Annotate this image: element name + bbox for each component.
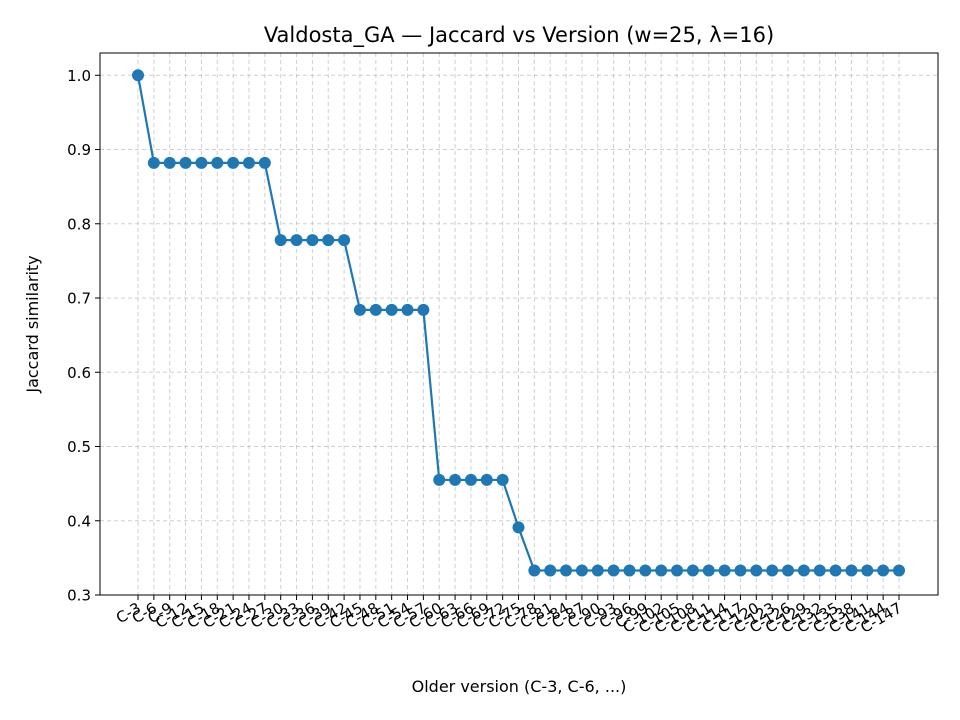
data-point [544,564,557,577]
series-line-group [132,69,905,577]
data-point [211,156,224,169]
data-point [163,156,176,169]
chart-title: Valdosta_GA — Jaccard vs Version (w=25, … [264,23,774,48]
data-point [433,473,446,486]
data-point [797,564,810,577]
y-axis: 0.3 0.4 0.5 0.6 0.7 0.8 0.9 1.0 [67,67,100,605]
data-point [242,156,255,169]
data-point [401,303,414,316]
data-point [417,303,430,316]
data-point [607,564,620,577]
data-point [464,473,477,486]
data-point [734,564,747,577]
data-point [369,303,382,316]
data-point [528,564,541,577]
data-point [877,564,890,577]
data-point [591,564,604,577]
y-tick-label: 0.9 [67,141,91,159]
y-tick-label: 0.6 [67,364,91,382]
data-point [623,564,636,577]
data-point [639,564,652,577]
data-point [560,564,573,577]
data-point [290,234,303,247]
data-point [338,234,351,247]
data-point [782,564,795,577]
data-point [575,564,588,577]
data-point [702,564,715,577]
data-point [195,156,208,169]
data-point [132,69,144,82]
data-point [655,564,668,577]
data-point [480,473,493,486]
data-point [512,521,525,534]
grid-lines [100,53,938,596]
y-tick-label: 0.7 [67,290,91,308]
data-point [861,564,874,577]
data-point [750,564,763,577]
data-point [353,303,366,316]
x-axis: C-3C-6C-9C-12C-15C-18C-21C-24C-27C-30C-3… [113,595,905,637]
data-point [829,564,842,577]
y-tick-label: 0.8 [67,215,91,233]
data-point [449,473,462,486]
data-point [147,156,160,169]
y-axis-title: Jaccard similarity [23,255,42,393]
data-point [385,303,398,316]
y-tick-label: 0.4 [67,512,91,530]
data-point [496,473,509,486]
data-point [274,234,287,247]
data-point [718,564,731,577]
data-point [893,564,905,577]
data-point [306,234,319,247]
x-axis-title: Older version (C-3, C-6, ...) [412,677,627,696]
data-point [322,234,335,247]
data-point [258,156,271,169]
data-point [671,564,684,577]
data-point [227,156,240,169]
y-tick-label: 1.0 [67,67,91,85]
data-point [845,564,858,577]
y-tick-label: 0.3 [67,587,91,605]
y-tick-label: 0.5 [67,438,91,456]
data-point [686,564,699,577]
data-point [766,564,779,577]
data-point [813,564,826,577]
data-point [179,156,192,169]
